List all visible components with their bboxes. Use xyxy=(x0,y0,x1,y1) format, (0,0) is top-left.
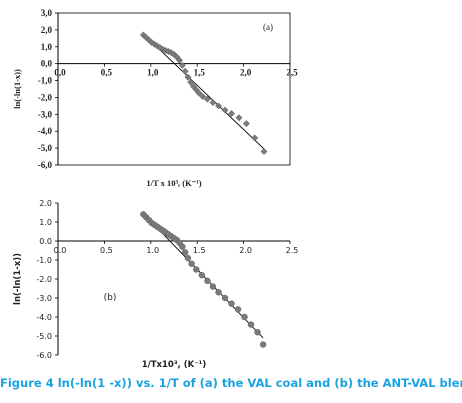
data-point xyxy=(254,329,261,336)
data-point xyxy=(181,67,189,75)
x-tick-label: 1.5 xyxy=(193,246,206,255)
data-point xyxy=(215,102,223,110)
x-tick-label: 0,0 xyxy=(54,68,66,78)
fit-line xyxy=(143,33,265,150)
x-tick-label: 2,5 xyxy=(286,68,298,78)
chart-a: 3,02,01,00,0-1,0-2,0-3,0-4,0-5,0-6,00,0 0… xyxy=(12,8,298,188)
x-tick-label: 1,5 xyxy=(194,68,206,78)
data-point xyxy=(178,61,186,69)
y-tick-label: 1,0 xyxy=(41,42,53,52)
data-point xyxy=(181,249,189,256)
data-point xyxy=(188,260,195,267)
y-tick-label: 2,0 xyxy=(41,25,53,35)
data-point xyxy=(209,99,217,106)
data-point xyxy=(242,120,250,128)
data-point xyxy=(221,106,229,114)
data-point xyxy=(234,306,242,313)
y-tick-label: 2.0 xyxy=(39,199,52,208)
data-point xyxy=(241,313,248,321)
y-axis-title: ln(-ln(1-x)) xyxy=(13,253,23,305)
y-tick-label: -4,0 xyxy=(38,126,53,136)
x-axis-title: 1/T x 10³, (K⁻¹) xyxy=(146,178,201,188)
data-point xyxy=(187,78,195,86)
y-tick-label: -4.0 xyxy=(36,313,52,322)
data-point xyxy=(260,148,268,155)
data-point xyxy=(199,93,207,101)
data-point xyxy=(235,114,243,122)
data-point xyxy=(184,254,192,262)
data-point xyxy=(193,266,200,273)
y-tick-label: 0,0 xyxy=(41,59,53,69)
x-tick-label: 0.5 xyxy=(100,246,113,255)
x-tick-label: 2.5 xyxy=(286,246,299,255)
data-point xyxy=(221,294,229,302)
x-tick-label: 2.0 xyxy=(239,246,252,255)
chart-b: 2.01.00.0-1.0-2.0-3.0-4.0-5.0-6.00.0 0.5 1… xyxy=(13,199,298,370)
data-point xyxy=(215,289,222,296)
y-axis-title: ln(-ln(1-x)) xyxy=(12,69,22,109)
x-tick-label: 1,0 xyxy=(147,68,159,78)
y-tick-label: -5,0 xyxy=(38,143,53,153)
data-point xyxy=(228,300,235,307)
y-tick-label: -3.0 xyxy=(36,294,52,303)
y-tick-label: -2.0 xyxy=(36,275,52,284)
x-tick-label: 2,0 xyxy=(240,68,252,78)
data-point xyxy=(247,321,255,328)
data-point xyxy=(204,277,211,285)
y-tick-label: 3,0 xyxy=(41,8,53,18)
x-tick-label: 0.0 xyxy=(54,246,67,255)
data-point xyxy=(198,272,206,279)
y-tick-label: -2,0 xyxy=(38,92,53,102)
y-tick-label: -1,0 xyxy=(38,76,53,86)
data-point xyxy=(203,95,211,103)
data-point xyxy=(195,89,203,97)
panel-label: (a) xyxy=(263,22,273,32)
y-tick-label: -3,0 xyxy=(38,109,53,119)
data-point xyxy=(259,341,267,348)
data-point xyxy=(176,56,184,64)
x-axis-title: 1/Tx10³, (K⁻¹) xyxy=(142,360,207,370)
data-point xyxy=(251,134,259,142)
data-point xyxy=(228,110,236,117)
data-point xyxy=(209,283,217,290)
data-point xyxy=(184,73,192,81)
y-tick-label: 1.0 xyxy=(39,218,52,227)
y-tick-label: -1.0 xyxy=(36,256,52,265)
x-tick-label: 1.0 xyxy=(146,246,159,255)
y-tick-label: 0.0 xyxy=(39,237,52,246)
data-point xyxy=(179,243,186,250)
y-tick-label: -6,0 xyxy=(38,160,53,170)
y-tick-label: -6.0 xyxy=(36,351,52,360)
panel-label: (b) xyxy=(104,293,117,303)
y-tick-label: -5.0 xyxy=(36,332,52,341)
figure-caption: Figure 4 ln(-ln(1 -x)) vs. 1/T of (a) th… xyxy=(0,376,462,390)
plot-border xyxy=(57,12,291,166)
x-tick-label: 0,5 xyxy=(101,68,113,78)
